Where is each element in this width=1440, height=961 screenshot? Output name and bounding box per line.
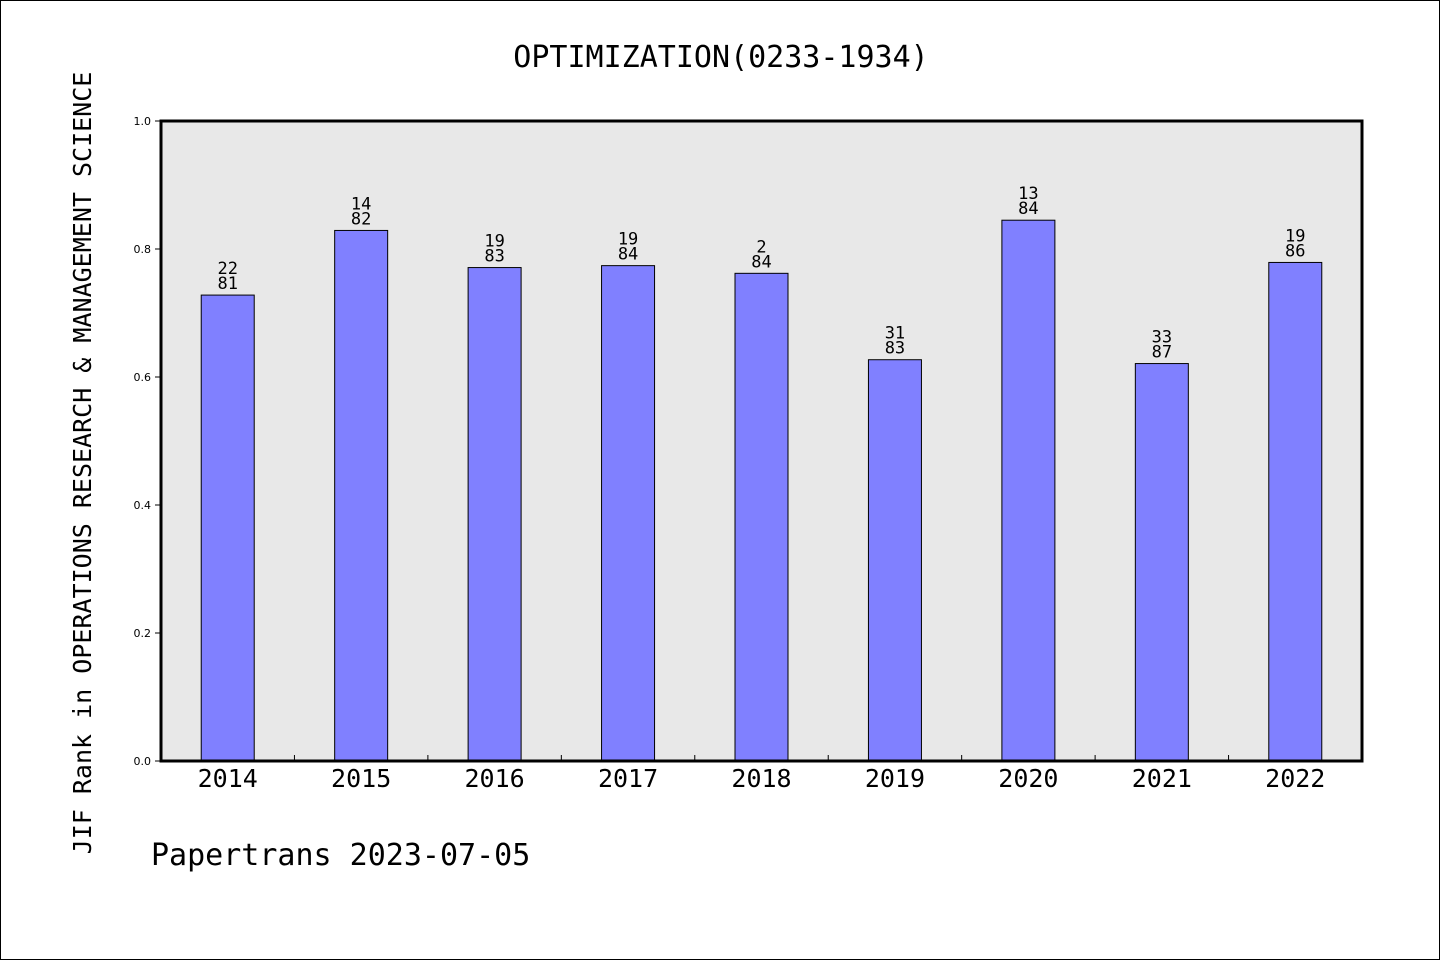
bar-label-rank-2014: 22 [217, 259, 237, 279]
chart-title: OPTIMIZATION(0233-1934) [513, 40, 928, 75]
x-tick-label-2015: 2015 [331, 764, 391, 793]
y-axis-label: JIF Rank in OPERATIONS RESEARCH & MANAGE… [68, 72, 97, 855]
bar-2018 [734, 272, 789, 762]
bar-label-rank-2022: 19 [1285, 226, 1305, 246]
y-ticks-group: 0.0 0.2 0.4 0.6 0.8 1.0 [134, 115, 161, 768]
bar-label-total-2017: 84 [618, 245, 638, 265]
bar-2019 [867, 359, 922, 762]
bar-label-total-2015: 82 [351, 209, 371, 229]
x-tick-label-2021: 2021 [1132, 764, 1192, 793]
bar-label-rank-2017: 19 [618, 230, 638, 250]
x-ticks-group: 2014 2015 2016 2017 2018 2019 2020 2021 2022 [198, 755, 1325, 793]
bar-label-total-2014: 81 [217, 274, 237, 294]
y-tick-label: 0.8 [134, 243, 152, 256]
x-tick-label-2022: 2022 [1265, 764, 1325, 793]
x-tick-label-2018: 2018 [731, 764, 791, 793]
bar-label-rank-2020: 13 [1018, 184, 1038, 204]
bar-label-rank-2021: 33 [1152, 328, 1172, 348]
bar-2022 [1268, 261, 1323, 762]
bar-label-total-2020: 84 [1018, 199, 1038, 219]
bar-label-total-2021: 87 [1152, 343, 1172, 363]
bar-2017 [601, 265, 656, 762]
bar-2014 [200, 294, 255, 762]
y-tick-label: 0.0 [134, 755, 152, 768]
y-tick-label: 1.0 [134, 115, 152, 128]
bar-2016 [467, 267, 522, 762]
x-tick-label-2020: 2020 [998, 764, 1058, 793]
y-tick-label: 0.6 [134, 371, 152, 384]
bar-label-rank-2018: 2 [756, 237, 766, 257]
plot-border [159, 119, 1364, 763]
bar-label-total-2018: 84 [751, 252, 771, 272]
bar-2015 [334, 229, 389, 762]
y-tick-label: 0.4 [134, 499, 152, 512]
bars-group [200, 219, 1323, 762]
bar-label-rank-2015: 14 [351, 194, 371, 214]
bar-label-rank-2016: 19 [484, 232, 504, 252]
y-tick-label: 0.2 [134, 627, 152, 640]
x-tick-label-2014: 2014 [198, 764, 258, 793]
footer-watermark: Papertrans 2023-07-05 [151, 838, 530, 873]
x-tick-label-2019: 2019 [865, 764, 925, 793]
x-tick-label-2017: 2017 [598, 764, 658, 793]
bar-label-total-2016: 83 [484, 247, 504, 267]
bar-label-rank-2019: 31 [885, 324, 905, 344]
bar-label-total-2022: 86 [1285, 241, 1305, 261]
bar-2020 [1001, 219, 1056, 762]
bar-2021 [1134, 363, 1189, 762]
bar-label-total-2019: 83 [885, 339, 905, 359]
x-tick-label-2016: 2016 [465, 764, 525, 793]
